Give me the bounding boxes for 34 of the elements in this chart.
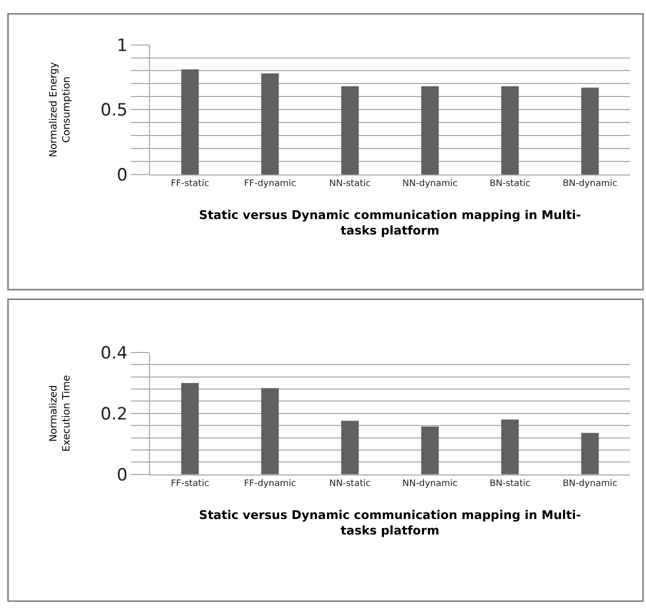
x-tick-label: BN-dynamic <box>562 479 618 490</box>
bar <box>261 388 279 474</box>
bar <box>581 432 599 474</box>
x-tick-label: FF-static <box>170 179 210 190</box>
bar <box>581 88 599 174</box>
y-tick-label: 1 <box>116 36 128 56</box>
bar <box>261 73 279 174</box>
x-axis-title: Static versus Dynamic communication mapping in Multi-tasks platform <box>199 208 581 238</box>
x-tick-label: NN-dynamic <box>402 179 458 190</box>
bar <box>341 420 359 474</box>
x-tick-label: BN-static <box>490 179 530 190</box>
y-axis-title: Normalized Energy Consumption <box>48 62 73 158</box>
x-tick-label: BN-dynamic <box>562 179 618 190</box>
y-axis-title: Normalized Execution Time <box>48 375 73 452</box>
bar <box>181 69 199 174</box>
y-tick-label: 0 <box>116 165 128 186</box>
x-tick-label: BN-static <box>490 479 530 490</box>
x-tick-label: FF-static <box>170 479 210 490</box>
bar <box>501 420 519 474</box>
x-tick-label: NN-static <box>329 479 371 490</box>
x-axis-title: Static versus Dynamic communication mapping in Multi-tasks platform <box>199 508 581 538</box>
y-tick-label: 0.4 <box>100 343 128 364</box>
bar <box>341 86 359 174</box>
y-tick-label: 0 <box>116 465 128 486</box>
bar <box>421 86 439 174</box>
y-tick-label: 0.5 <box>100 100 128 121</box>
bar <box>421 426 439 474</box>
x-tick-label: NN-static <box>329 179 371 190</box>
x-tick-label: FF-dynamic <box>244 479 296 490</box>
x-tick-label: NN-dynamic <box>402 479 458 490</box>
bar <box>181 382 199 474</box>
y-tick-label: 0.2 <box>100 404 128 424</box>
bar <box>501 86 519 174</box>
x-tick-label: FF-dynamic <box>244 179 296 190</box>
